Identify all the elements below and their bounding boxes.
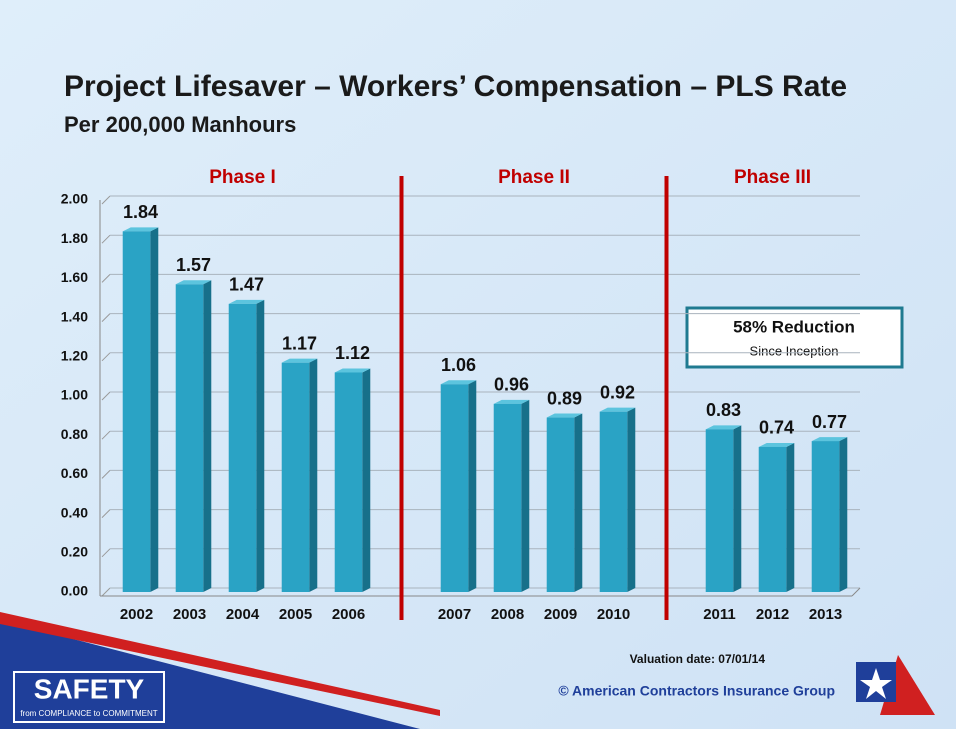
y-tick-label: 0.00 bbox=[61, 583, 88, 599]
bar-top bbox=[281, 358, 318, 363]
data-label: 0.83 bbox=[706, 400, 741, 420]
grid-line bbox=[101, 352, 111, 362]
grid-line bbox=[101, 391, 111, 401]
bar-top bbox=[705, 425, 742, 430]
grid-line bbox=[101, 548, 111, 558]
grid-line bbox=[101, 587, 111, 597]
phase-label: Phase II bbox=[498, 167, 570, 188]
bar-side bbox=[150, 227, 159, 593]
bar-top bbox=[228, 299, 265, 304]
data-label: 1.17 bbox=[282, 333, 317, 353]
x-tick-label: 2012 bbox=[756, 606, 789, 623]
bar-top bbox=[175, 280, 212, 285]
annotation-title: 58% Reduction bbox=[733, 317, 855, 336]
x-tick-label: 2009 bbox=[544, 606, 577, 623]
annotation-box bbox=[685, 306, 904, 369]
y-tick-label: 2.00 bbox=[61, 191, 88, 207]
bar bbox=[758, 446, 787, 592]
data-label: 1.84 bbox=[123, 202, 158, 222]
bar-top bbox=[122, 227, 159, 232]
y-tick-label: 0.60 bbox=[61, 465, 88, 481]
copyright: © American Contractors Insurance Group bbox=[558, 683, 835, 699]
bar bbox=[705, 429, 734, 592]
floor-edge bbox=[851, 587, 861, 597]
bar-side bbox=[574, 413, 583, 592]
data-label: 0.96 bbox=[494, 375, 529, 395]
data-label: 1.12 bbox=[335, 343, 370, 363]
bar-side bbox=[521, 399, 530, 592]
x-tick-label: 2008 bbox=[491, 606, 524, 623]
grid-line bbox=[101, 195, 111, 205]
swoosh-red bbox=[0, 612, 440, 716]
bar-top bbox=[334, 368, 371, 373]
bar-side bbox=[309, 358, 318, 592]
y-tick-label: 1.60 bbox=[61, 269, 88, 285]
x-tick-label: 2007 bbox=[438, 606, 471, 623]
bar bbox=[334, 372, 363, 592]
bar-top bbox=[758, 442, 795, 447]
y-tick-label: 1.40 bbox=[61, 308, 88, 324]
phase-label: Phase I bbox=[209, 167, 276, 188]
x-tick-label: 2003 bbox=[173, 606, 206, 623]
bar-side bbox=[468, 380, 477, 592]
grid-line bbox=[101, 430, 111, 440]
grid-line bbox=[101, 274, 111, 283]
grid-line bbox=[101, 313, 111, 322]
x-tick-label: 2010 bbox=[597, 606, 630, 623]
bar bbox=[599, 411, 628, 592]
data-label: 1.06 bbox=[441, 355, 476, 375]
bar-top bbox=[811, 437, 848, 442]
logo-box bbox=[13, 671, 165, 723]
y-tick-label: 0.40 bbox=[61, 504, 88, 520]
bar bbox=[493, 403, 522, 592]
bar-side bbox=[786, 442, 795, 592]
bar-side bbox=[627, 407, 636, 592]
bar bbox=[811, 441, 840, 592]
annotation-text: Since Inception bbox=[750, 343, 839, 358]
y-tick-label: 1.00 bbox=[61, 387, 88, 403]
x-tick-label: 2011 bbox=[703, 606, 736, 623]
data-label: 1.57 bbox=[176, 255, 211, 275]
bar bbox=[546, 417, 575, 592]
y-tick-label: 0.20 bbox=[61, 544, 88, 560]
grid-line bbox=[101, 509, 111, 518]
bar bbox=[122, 231, 151, 593]
data-label: 1.47 bbox=[229, 275, 264, 295]
x-tick-label: 2005 bbox=[279, 606, 312, 623]
chart-subtitle: Per 200,000 Manhours bbox=[64, 112, 296, 137]
data-label: 0.89 bbox=[547, 388, 582, 408]
bar-side bbox=[362, 368, 371, 592]
data-label: 0.92 bbox=[600, 382, 635, 402]
bar bbox=[175, 284, 204, 592]
x-tick-label: 2013 bbox=[809, 606, 842, 623]
y-tick-label: 1.20 bbox=[61, 348, 88, 364]
x-tick-label: 2006 bbox=[332, 606, 365, 623]
bar-side bbox=[839, 437, 848, 592]
logo-tagline: from COMPLIANCE to COMMITMENT bbox=[20, 709, 157, 718]
valuation-date: Valuation date: 07/01/14 bbox=[630, 652, 766, 666]
grid-line bbox=[101, 470, 111, 479]
data-label: 0.77 bbox=[812, 412, 847, 432]
y-tick-label: 1.80 bbox=[61, 230, 88, 246]
acig-logo bbox=[856, 655, 935, 715]
phase-label: Phase III bbox=[734, 167, 811, 188]
data-label: 0.74 bbox=[759, 418, 794, 438]
bar bbox=[281, 362, 310, 592]
bar-top bbox=[546, 413, 583, 418]
logo-title: SAFETY bbox=[34, 673, 145, 704]
bar-top bbox=[599, 407, 636, 412]
bar-top bbox=[493, 399, 530, 404]
x-tick-label: 2002 bbox=[120, 606, 153, 623]
x-tick-label: 2004 bbox=[226, 606, 260, 623]
bar-side bbox=[733, 425, 742, 592]
bar-top bbox=[440, 380, 477, 385]
bar-side bbox=[203, 280, 212, 592]
y-tick-label: 0.80 bbox=[61, 426, 88, 442]
grid-line bbox=[101, 234, 111, 244]
bar bbox=[228, 303, 257, 592]
chart-title: Project Lifesaver – Workers’ Compensatio… bbox=[64, 70, 847, 103]
bar-side bbox=[256, 299, 265, 592]
bar bbox=[440, 384, 469, 592]
